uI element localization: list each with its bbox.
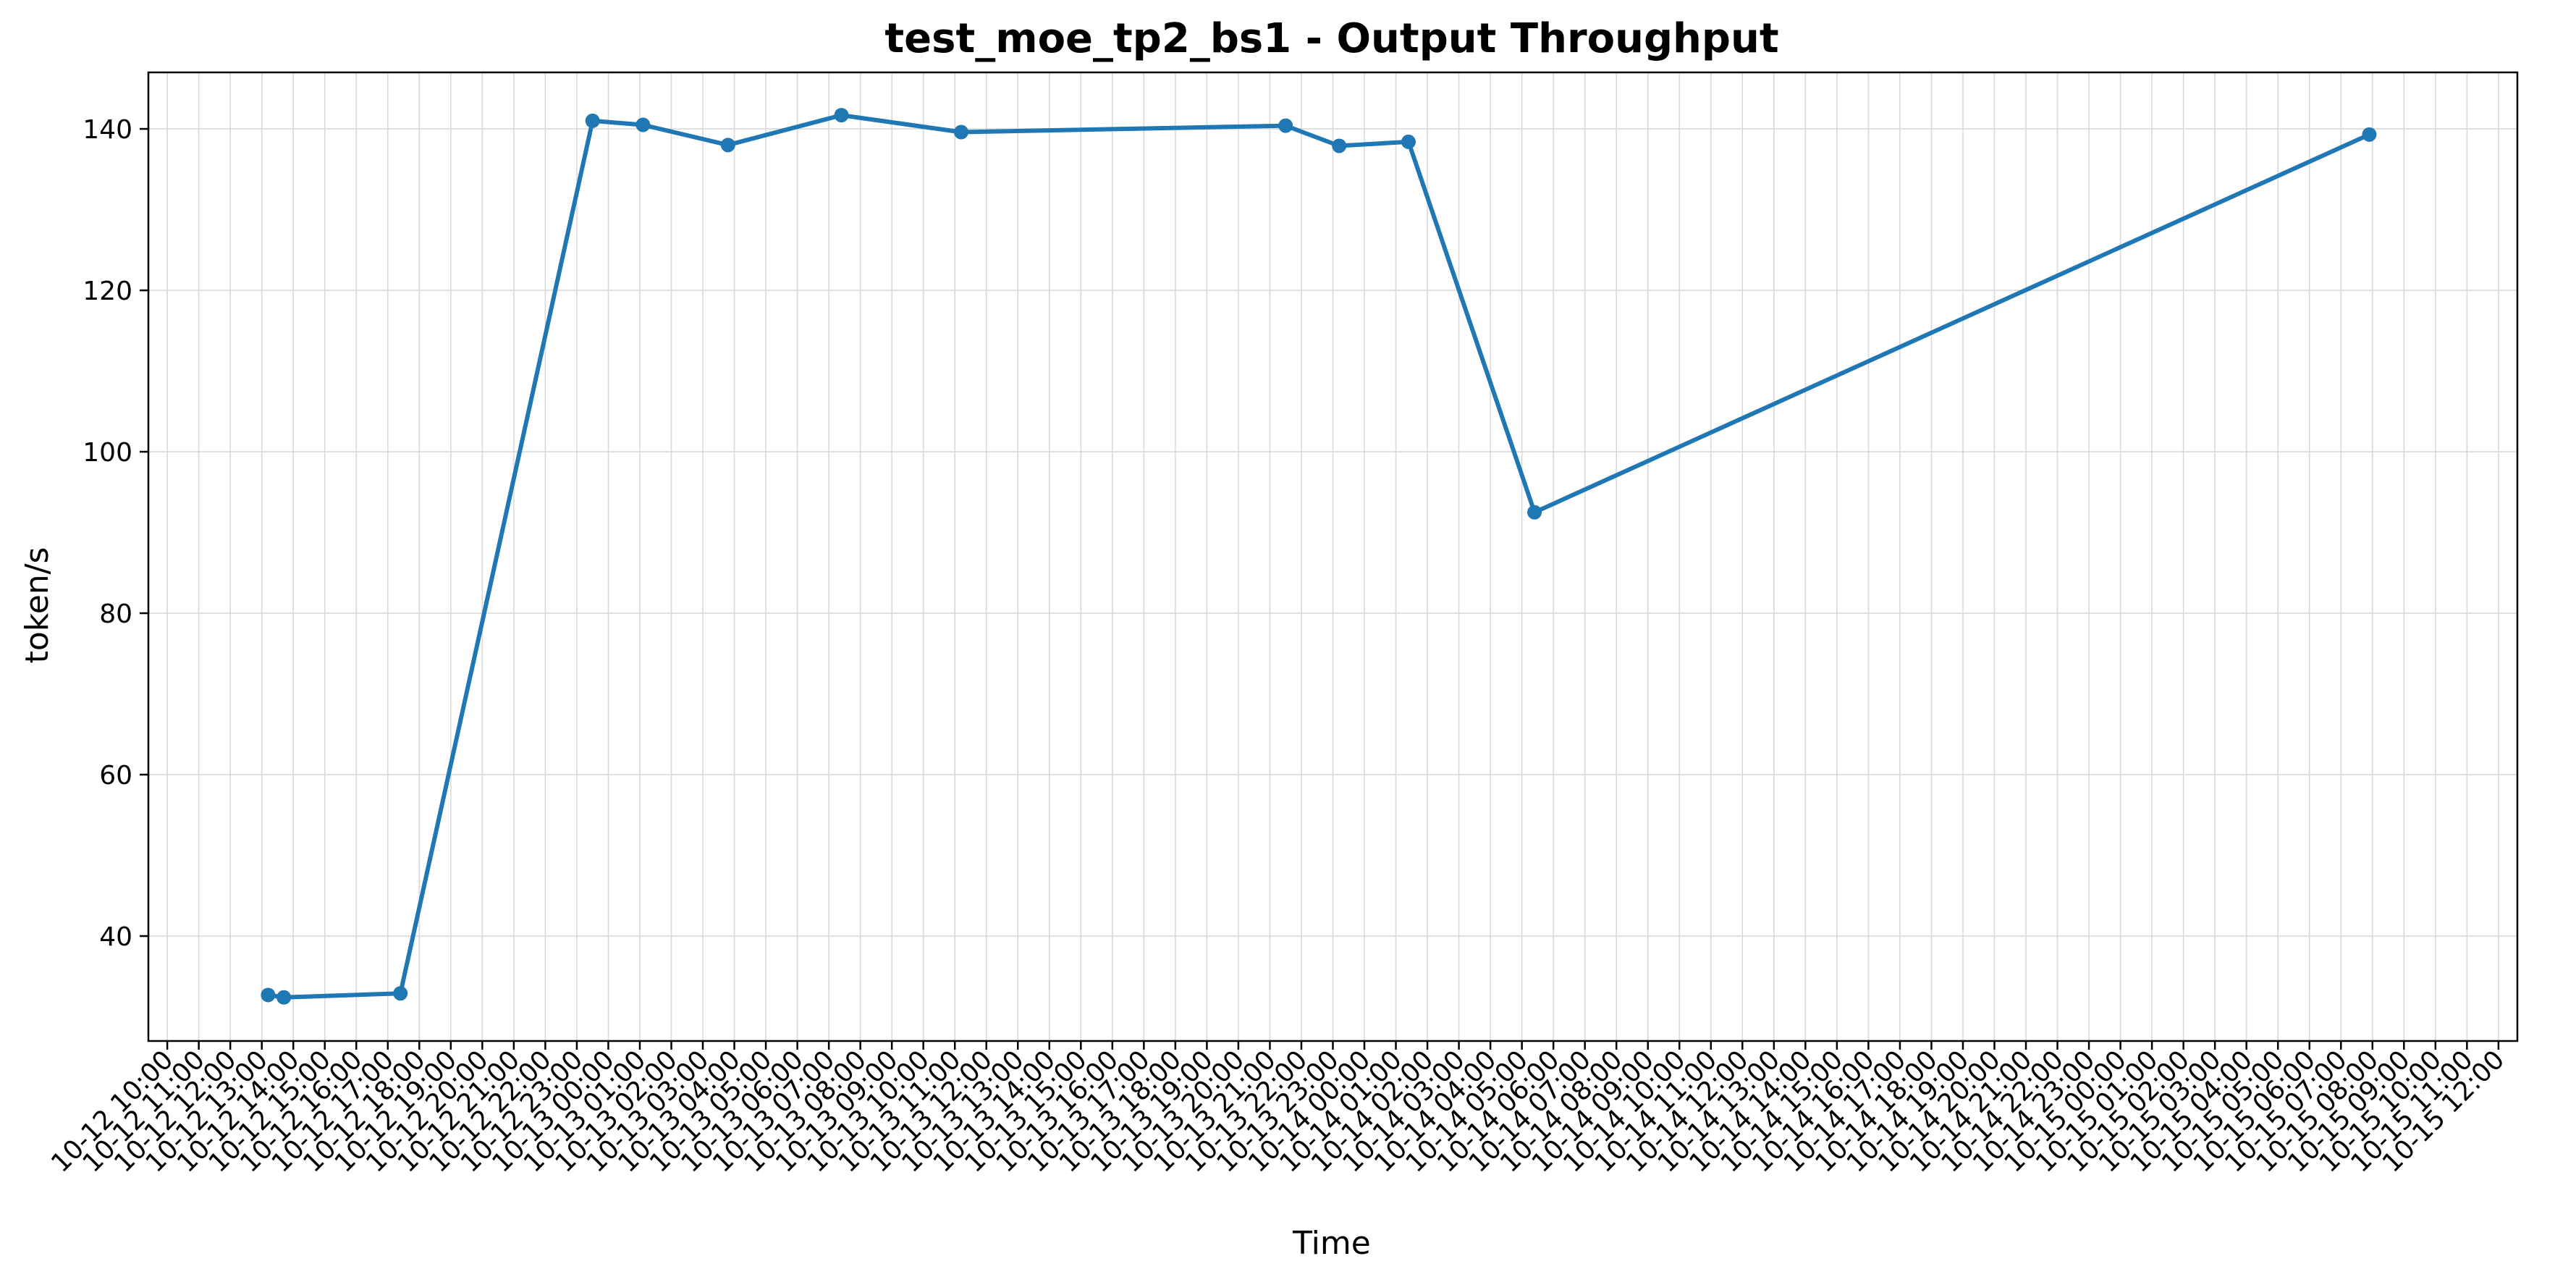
- grid-lines: [148, 72, 2517, 1041]
- data-point: [1332, 138, 1347, 153]
- y-tick-label: 40: [99, 922, 132, 952]
- data-point: [834, 108, 849, 123]
- data-point: [393, 986, 408, 1001]
- data-point: [1401, 134, 1416, 149]
- y-tick-label: 80: [99, 599, 132, 629]
- y-tick-label: 60: [99, 761, 132, 791]
- series-line-group: [266, 113, 2372, 1000]
- data-point: [585, 113, 600, 128]
- y-axis-label: token/s: [19, 547, 56, 664]
- data-point: [261, 987, 276, 1003]
- data-point: [720, 138, 735, 153]
- data-point: [1527, 505, 1542, 520]
- chart-title: test_moe_tp2_bs1 - Output Throughput: [884, 15, 1778, 62]
- series-line: [266, 113, 2372, 1000]
- y-tick-label: 120: [83, 277, 132, 306]
- data-point: [635, 117, 651, 132]
- data-point: [1278, 118, 1293, 133]
- data-point: [953, 125, 968, 140]
- x-axis-label: Time: [1292, 1225, 1371, 1262]
- data-point-group: [261, 108, 2377, 1005]
- y-axis-ticks: 40 60 80 100 120 140: [83, 115, 148, 952]
- y-tick-label: 140: [83, 115, 132, 145]
- y-tick-label: 100: [83, 438, 132, 468]
- data-point: [276, 990, 292, 1005]
- data-point: [2362, 127, 2377, 142]
